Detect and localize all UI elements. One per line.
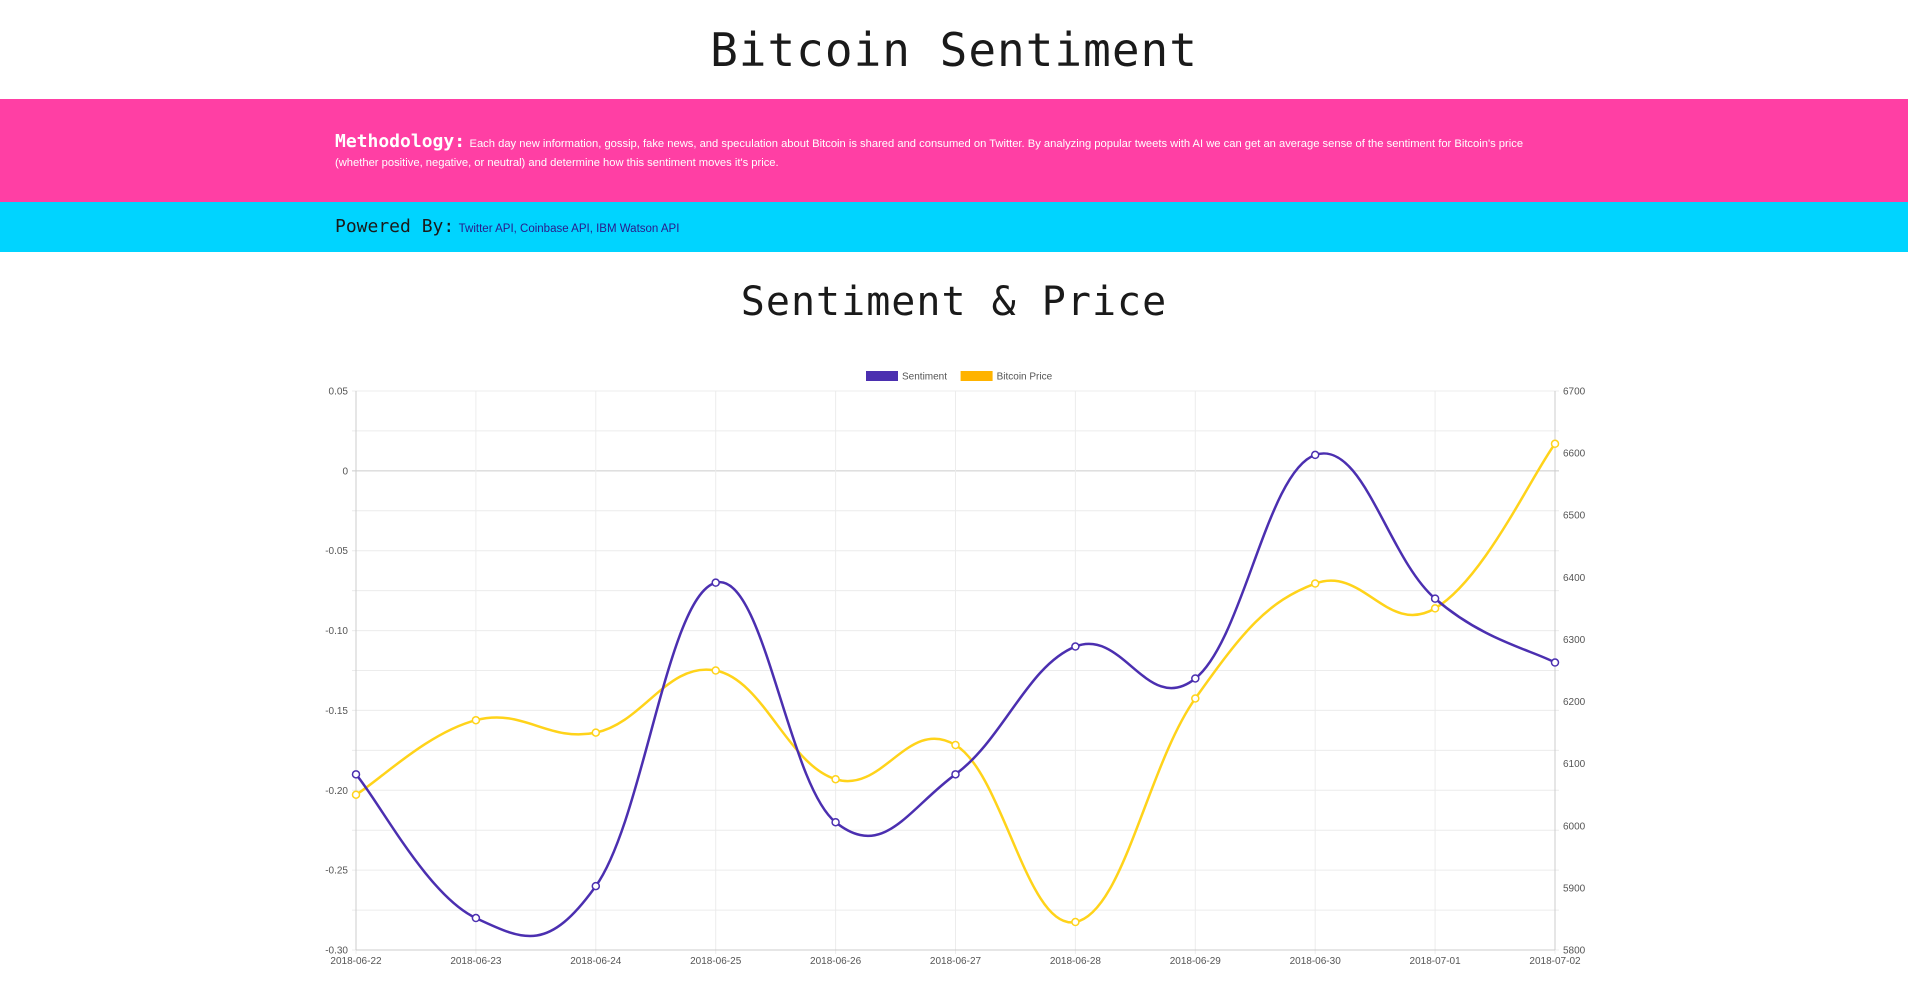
sentiment-point xyxy=(471,913,481,923)
y-right-tick-label: 6300 xyxy=(1563,635,1586,646)
sentiment-point xyxy=(351,770,361,779)
methodology-label: Methodology: xyxy=(335,131,466,152)
sentiment-line xyxy=(355,452,1556,938)
y-right-tick-label: 6700 xyxy=(1563,387,1586,398)
y-left-tick-label: -0.05 xyxy=(325,546,348,557)
y-right-tick-label: 6100 xyxy=(1563,759,1586,770)
chart-grid xyxy=(352,390,1559,954)
y-right-tick-label: 5900 xyxy=(1563,883,1586,894)
bitcoin-price-point xyxy=(951,740,960,750)
powered-by-text: Twitter API, Coinbase API, IBM Watson AP… xyxy=(458,223,680,235)
sentiment-point xyxy=(1071,642,1080,651)
sentiment-price-chart: 0.05 0 -0.05 -0.10 -0.15 -0.20 -0.25 -0.30 6700 6… xyxy=(325,371,1586,968)
bitcoin-price-point xyxy=(351,790,361,799)
bitcoin-price-point xyxy=(1310,579,1320,588)
bitcoin-price-point xyxy=(1071,917,1080,927)
methodology-text: Each day new information, gossip, fake n… xyxy=(335,138,1524,169)
y-left-tick-label: -0.20 xyxy=(325,786,348,797)
sentiment-point xyxy=(1430,594,1440,603)
y-right-tick-label: 6500 xyxy=(1563,511,1586,522)
x-tick-label: 2018-07-02 xyxy=(1529,956,1581,967)
x-tick-label: 2018-06-23 xyxy=(450,956,502,967)
x-tick-label: 2018-06-29 xyxy=(1170,956,1222,967)
powered-by-banner: Powered By: Twitter API, Coinbase API, I… xyxy=(0,202,1908,252)
y-right-tick-label: 6400 xyxy=(1563,573,1586,584)
x-tick-label: 2018-06-27 xyxy=(930,956,982,967)
sentiment-point xyxy=(591,881,601,891)
bitcoin-price-point xyxy=(471,715,481,725)
methodology-banner: Methodology: Each day new information, g… xyxy=(0,99,1908,202)
bitcoin-price-line xyxy=(355,443,1557,924)
x-tick-label: 2018-06-28 xyxy=(1050,956,1102,967)
sentiment-point xyxy=(951,770,960,779)
chart-legend: Sentiment Bitcoin Price xyxy=(866,371,1053,383)
bitcoin-price-legend-label: Bitcoin Price xyxy=(997,372,1053,383)
sentiment-point xyxy=(1310,450,1320,460)
y-left-tick-label: -0.10 xyxy=(325,626,348,637)
sentiment-legend-swatch xyxy=(866,371,898,381)
y-left-tick-label: 0 xyxy=(342,466,348,477)
chart-container: 0.05 0 -0.05 -0.10 -0.15 -0.20 -0.25 -0.30 6700 6… xyxy=(0,340,1908,999)
powered-by-label: Powered By: xyxy=(335,216,455,237)
chart-title: Sentiment & Price xyxy=(740,279,1168,325)
bitcoin-price-point xyxy=(831,774,840,784)
x-tick-label: 2018-06-25 xyxy=(690,956,742,967)
y-left-tick-label: -0.30 xyxy=(325,946,348,957)
y-left-tick-label: -0.15 xyxy=(325,706,348,717)
bitcoin-price-point xyxy=(1430,604,1440,613)
bitcoin-price-point xyxy=(591,728,601,737)
y-right-tick-label: 6000 xyxy=(1563,821,1586,832)
y-right-tick-label: 6600 xyxy=(1563,449,1586,460)
sentiment-point xyxy=(831,817,840,827)
x-tick-label: 2018-06-22 xyxy=(330,956,382,967)
x-tick-label: 2018-06-24 xyxy=(570,956,622,967)
sentiment-legend-label: Sentiment xyxy=(902,372,947,383)
x-tick-label: 2018-06-30 xyxy=(1290,956,1342,967)
bitcoin-price-legend-swatch xyxy=(960,371,993,381)
chart-axes: 0.05 0 -0.05 -0.10 -0.15 -0.20 -0.25 -0.30 6700 6… xyxy=(325,387,1585,968)
y-left-tick-label: -0.25 xyxy=(325,866,348,877)
page-header: Bitcoin Sentiment xyxy=(0,0,1908,99)
y-right-tick-label: 6200 xyxy=(1563,697,1586,708)
bitcoin-price-point xyxy=(1191,694,1200,703)
sentiment-point xyxy=(1550,658,1560,667)
y-right-tick-label: 5800 xyxy=(1563,946,1586,957)
sentiment-point xyxy=(1191,674,1200,683)
methodology-content: Methodology: Each day new information, g… xyxy=(335,133,1535,172)
y-left-tick-label: 0.05 xyxy=(329,387,349,398)
chart-series xyxy=(351,439,1560,938)
sentiment-point xyxy=(711,578,720,587)
page-title: Bitcoin Sentiment xyxy=(710,22,1198,77)
bitcoin-price-point xyxy=(711,666,720,675)
x-tick-label: 2018-07-01 xyxy=(1410,956,1462,967)
x-tick-label: 2018-06-26 xyxy=(810,956,862,967)
bitcoin-price-point xyxy=(1550,439,1560,449)
